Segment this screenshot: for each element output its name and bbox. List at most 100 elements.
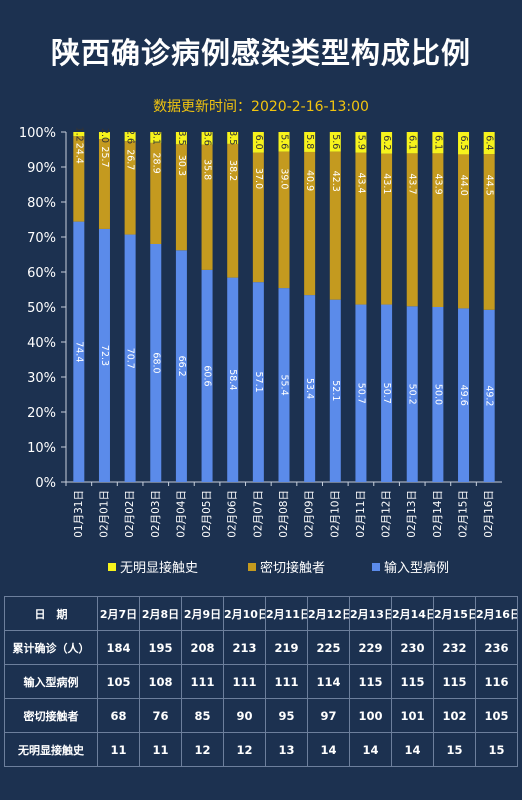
table-cell: 219 (265, 630, 308, 665)
table-header-cell: 2月9日 (181, 596, 224, 631)
x-tick-label: 02月15日 (458, 490, 470, 538)
bar-unknown (406, 132, 418, 154)
chart-legend: 无明显接触史 密切接触者 输入型病例 (0, 557, 522, 577)
bar-input (252, 282, 264, 482)
table-cell: 230 (391, 630, 434, 665)
table-row: 密切接触者 68 76 85 90 95 97 100 101 102 105 (4, 698, 518, 733)
data-label: 72.3 (99, 345, 110, 366)
bar-contact (73, 136, 85, 222)
x-tick-label: 02月14日 (432, 490, 444, 538)
bar-input (227, 277, 239, 482)
table-cell: 108 (139, 664, 182, 699)
data-label: 3.5 (227, 130, 238, 145)
data-label: 6.1 (432, 135, 443, 150)
y-tick-label: 100% (19, 126, 56, 141)
x-tick-label: 02月12日 (381, 490, 393, 538)
table-header-cell: 2月15日 (433, 596, 476, 631)
data-label: 58.4 (227, 369, 238, 390)
table-header-cell: 日 期 (4, 596, 98, 631)
data-label: 42.3 (330, 171, 341, 192)
bar-unknown (227, 132, 239, 144)
table-cell: 195 (139, 630, 182, 665)
table-cell: 输入型病例 (4, 664, 98, 699)
bar-contact (432, 153, 444, 307)
data-label: 50.7 (381, 383, 392, 404)
table-row: 无明显接触史 11 11 12 12 13 14 14 14 15 15 (4, 732, 518, 767)
data-label: 50.0 (432, 384, 443, 405)
y-tick-label: 60% (27, 266, 56, 281)
bar-contact (304, 151, 316, 296)
table-cell: 14 (307, 732, 350, 767)
table-cell: 115 (349, 664, 392, 699)
table-cell: 密切接触者 (4, 698, 98, 733)
bar-unknown (124, 132, 136, 142)
data-label: 37.0 (253, 168, 264, 189)
x-tick-label: 02月02日 (124, 490, 136, 538)
x-tick-label: 02月08日 (278, 490, 290, 538)
data-label: 43.4 (355, 172, 366, 193)
bar-unknown (381, 132, 393, 154)
bar-unknown (278, 132, 290, 152)
stacked-bar-chart: 0% 10% 20% 30% 40% 50% 60% 70% 80% 90% 100% 74.4 24.… (19, 126, 502, 538)
bar-contact (406, 153, 418, 307)
x-tick-label: 02月03日 (150, 490, 162, 538)
bar-input (304, 295, 316, 482)
table-cell: 105 (97, 664, 140, 699)
bar-unknown (432, 132, 444, 154)
table-cell: 111 (265, 664, 308, 699)
data-label: 26.7 (125, 149, 136, 170)
data-label: 50.2 (407, 384, 418, 405)
data-label: 44.0 (458, 175, 469, 196)
bar-unknown (304, 132, 316, 152)
table-cell: 208 (181, 630, 224, 665)
bar-contact (252, 152, 264, 283)
table-cell: 111 (181, 664, 224, 699)
data-label: 5.6 (330, 134, 341, 149)
table-header-row: 日 期 2月7日 2月8日 2月9日 2月10日 2月11日 2月12日 2月13日 2月14日… (4, 596, 518, 631)
table-cell: 97 (307, 698, 350, 733)
data-label: 5.8 (304, 134, 315, 149)
y-tick-label: 70% (27, 231, 56, 246)
table-cell: 90 (223, 698, 266, 733)
table-cell: 114 (307, 664, 350, 699)
table-cell: 11 (97, 732, 140, 767)
legend-item: 无明显接触史 (108, 557, 198, 576)
table-cell: 累计确诊（人） (4, 630, 98, 665)
y-tick-label: 30% (27, 371, 56, 386)
bar-input (432, 307, 444, 482)
table-cell: 无明显接触史 (4, 732, 98, 767)
y-tick-label: 90% (27, 161, 56, 176)
bar-unknown (458, 132, 470, 155)
table-cell: 12 (223, 732, 266, 767)
bar-contact (381, 153, 393, 305)
data-label: 68.0 (150, 352, 161, 373)
page-title: 陕西确诊病例感染类型构成比例 (50, 36, 471, 70)
data-label: 43.1 (381, 173, 392, 194)
legend-swatch (108, 562, 116, 571)
table-row: 输入型病例 105 108 111 111 111 114 115 115 115 116 (4, 664, 518, 699)
data-label: 3.5 (176, 131, 187, 146)
bar-unknown (150, 132, 162, 143)
bar-contact (150, 142, 162, 244)
data-label: 39.0 (279, 168, 290, 189)
bar-input (124, 234, 136, 482)
table-cell: 15 (475, 732, 518, 767)
table-header-cell: 2月7日 (97, 596, 140, 631)
y-tick-label: 50% (27, 301, 56, 316)
data-label: 2.0 (99, 128, 110, 143)
bar-unknown (73, 132, 85, 137)
data-label: 38.2 (227, 160, 238, 181)
legend-label: 密切接触者 (260, 561, 326, 576)
table-cell: 115 (391, 664, 434, 699)
bar-input (278, 288, 290, 482)
data-label: 74.4 (73, 341, 84, 362)
bar-input (381, 304, 393, 482)
y-tick-label: 20% (27, 406, 56, 421)
bar-contact (329, 151, 341, 300)
data-label: 66.2 (176, 356, 187, 377)
data-label: 55.4 (279, 374, 290, 395)
table-cell: 12 (181, 732, 224, 767)
data-label: 43.7 (407, 173, 418, 194)
bar-unknown (201, 132, 213, 145)
table-header-cell: 2月11日 (265, 596, 308, 631)
